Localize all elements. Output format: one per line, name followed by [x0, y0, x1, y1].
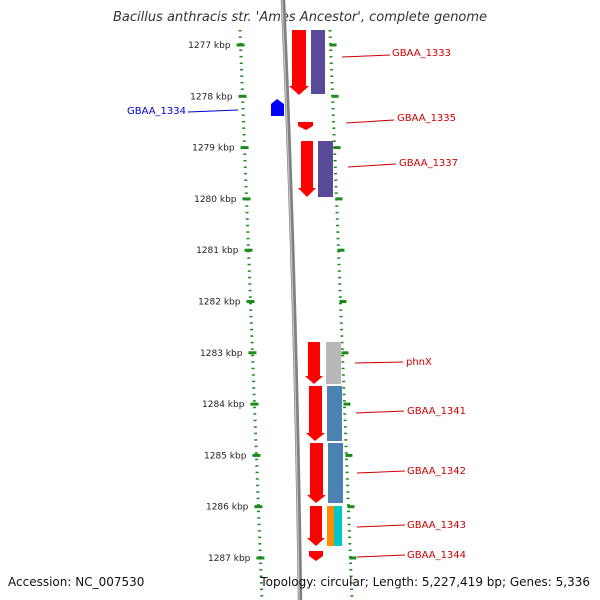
- genome-backbone-highlight: [281, 0, 300, 600]
- gene-features: [271, 30, 343, 561]
- gene-gbaa-1342-arrow[interactable]: [307, 443, 326, 503]
- leader-line-gbaa-1343: [356, 524, 406, 528]
- scale-tick-label: 1283 kbp: [200, 349, 243, 359]
- scale-tick-label: 1279 kbp: [192, 144, 235, 154]
- gene-labels: GBAA_1333 GBAA_1334 GBAA_1335 GBAA_1337 phnX…: [127, 48, 466, 561]
- gene-phnx-strand-bar[interactable]: [326, 342, 341, 384]
- accession-label: Accession: NC_007530: [8, 575, 145, 589]
- gene-label-gbaa-1342[interactable]: GBAA_1342: [407, 466, 466, 477]
- gene-gbaa-1341-arrow[interactable]: [306, 386, 325, 441]
- scale-tick-label: 1287 kbp: [208, 554, 251, 564]
- scale-tick-label: 1280 kbp: [194, 195, 237, 205]
- genome-backbone: [280, 0, 303, 600]
- gene-label-gbaa-1343[interactable]: GBAA_1343: [407, 520, 466, 531]
- gene-gbaa-1344-arrow[interactable]: [309, 551, 323, 561]
- leader-line-gbaa-1344: [356, 554, 406, 558]
- gene-gbaa-1337-arrow[interactable]: [298, 141, 316, 197]
- leader-line-gbaa-1333: [341, 54, 391, 58]
- scale-tick-label: 1284 kbp: [202, 400, 245, 410]
- scale-tick-label: 1278 kbp: [190, 92, 233, 102]
- scale-tick-label: 1282 kbp: [198, 298, 241, 308]
- left-dotted-guide: [238, 29, 264, 600]
- gene-label-gbaa-1334[interactable]: GBAA_1334: [127, 106, 186, 117]
- gene-label-phnx[interactable]: phnX: [406, 357, 432, 368]
- gene-gbaa-1335-arrow[interactable]: [298, 122, 313, 130]
- genome-title: Bacillus anthracis str. 'Ames Ancestor',…: [112, 10, 488, 25]
- gene-gbaa-1343-cyan-bar[interactable]: [334, 506, 342, 546]
- gene-gbaa-1342-strand-bar[interactable]: [328, 443, 343, 503]
- scale-tick-label: 1286 kbp: [206, 503, 249, 513]
- gene-label-gbaa-1341[interactable]: GBAA_1341: [407, 406, 466, 417]
- gene-gbaa-1341-strand-bar[interactable]: [327, 386, 342, 441]
- leader-line-gbaa-1342: [356, 470, 406, 474]
- gene-label-gbaa-1335[interactable]: GBAA_1335: [397, 113, 456, 124]
- gene-gbaa-1333-arrow[interactable]: [289, 30, 309, 95]
- gene-phnx-arrow[interactable]: [305, 342, 323, 384]
- gene-gbaa-1333-strand-bar[interactable]: [311, 30, 325, 94]
- gene-gbaa-1334-arrow[interactable]: [271, 99, 284, 116]
- scale-tick-label: 1285 kbp: [204, 451, 247, 461]
- gene-gbaa-1343-orange-bar[interactable]: [327, 506, 334, 546]
- gene-gbaa-1343-arrow[interactable]: [307, 506, 325, 546]
- leader-line-phnx: [354, 361, 404, 364]
- right-dotted-guide: [328, 29, 354, 600]
- leader-line-gbaa-1341: [355, 410, 405, 414]
- scale-ticks: 1277 kbp 1278 kbp 1279 kbp 1280 kbp 1281 kbp…: [188, 41, 357, 564]
- scale-tick-label: 1277 kbp: [188, 41, 231, 51]
- leader-line-gbaa-1337: [347, 163, 397, 168]
- leader-line-gbaa-1334: [187, 109, 239, 113]
- leader-line-gbaa-1335: [345, 119, 395, 124]
- gene-label-gbaa-1337[interactable]: GBAA_1337: [399, 158, 458, 169]
- gene-label-gbaa-1344[interactable]: GBAA_1344: [407, 550, 466, 561]
- scale-tick-label: 1281 kbp: [196, 246, 239, 256]
- gene-label-gbaa-1333[interactable]: GBAA_1333: [392, 48, 451, 59]
- gene-gbaa-1337-strand-bar[interactable]: [318, 141, 333, 197]
- genome-summary: Topology: circular; Length: 5,227,419 bp…: [260, 575, 590, 589]
